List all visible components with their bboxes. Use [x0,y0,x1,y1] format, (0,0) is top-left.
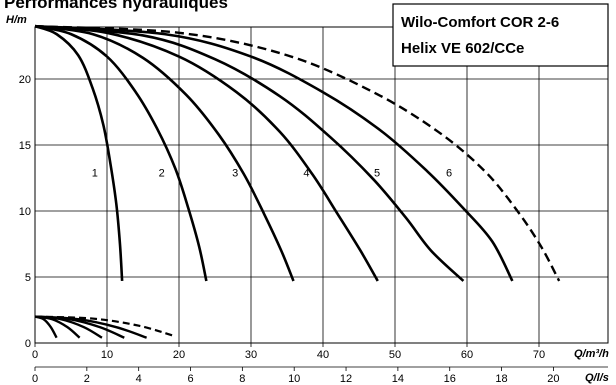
series-curve-6 [34,24,514,282]
x-tick-label: 20 [173,349,185,361]
x2-tick-label: 0 [32,373,38,385]
curve-labels: 1 2 3 4 5 6 [92,168,452,180]
x-tick-label: 70 [533,349,545,361]
x-axis-label-secondary: Q/l/s [585,372,609,384]
legend-frame [392,3,609,67]
y-axis-label: H/m [6,14,27,26]
x-tick-label: 0 [32,349,38,361]
y-tick-label: 10 [19,206,31,218]
x2-tick-label: 8 [239,373,245,385]
x2-tick-label: 6 [187,373,193,385]
legend-line-2: Helix VE 602/CCe [401,40,524,57]
x2-tick-label: 12 [340,373,352,385]
y-tick-label: 20 [19,74,31,86]
low-flow-curve-5 [34,315,147,339]
x-tick-label: 60 [461,349,473,361]
series-curve-4 [34,24,379,282]
series-curve-envelope [34,25,561,282]
curve-label-4: 4 [303,168,309,180]
x2-tick-label: 4 [136,373,142,385]
curve-label-3: 3 [232,168,238,180]
plot-frame [34,26,609,344]
x2-tick-label: 2 [84,373,90,385]
curve-label-6: 6 [446,168,452,180]
x-tick-label: 10 [101,349,113,361]
y-tick-label: 5 [25,272,31,284]
x2-tick-label: 16 [444,373,456,385]
x2-tick-label: 10 [288,373,300,385]
series-curves [34,24,561,282]
grid-lines [35,27,608,343]
series-curve-3 [34,24,295,282]
x2-tick-label: 14 [392,373,404,385]
x-tick-label: 30 [245,349,257,361]
curve-label-2: 2 [159,168,165,180]
low-flow-curve-6 [34,315,176,338]
curve-label-1: 1 [92,168,98,180]
low-flow-curves [34,315,176,339]
legend-line-1: Wilo-Comfort COR 2-6 [401,14,559,31]
x2-tick-label: 20 [547,373,559,385]
x-tick-label: 40 [317,349,329,361]
x-axis-label-primary: Q/m³/h [574,348,609,360]
legend-box: Wilo-Comfort COR 2-6 Helix VE 602/CCe [392,3,609,67]
series-curve-5 [34,24,465,282]
x2-tick-label: 18 [495,373,507,385]
page-title: Performances hydrauliques [4,0,228,12]
series-curve-2 [34,24,208,282]
y-tick-label: 0 [25,338,31,350]
curve-label-5: 5 [374,168,380,180]
x-tick-label: 50 [389,349,401,361]
y-tick-label: 15 [19,140,31,152]
series-curve-1 [34,24,124,282]
